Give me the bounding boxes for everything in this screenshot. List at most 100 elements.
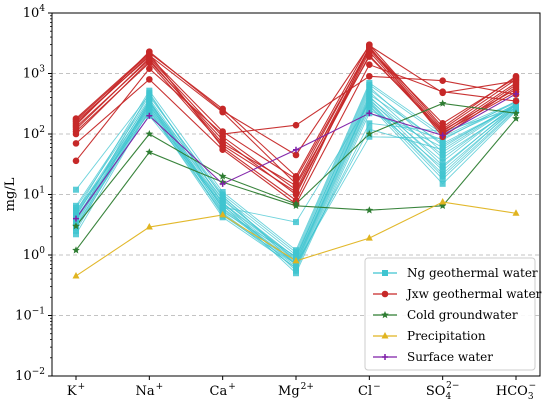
y-tick-label: 101	[23, 186, 45, 203]
data-point	[293, 146, 299, 153]
data-point	[146, 76, 153, 83]
data-point	[72, 157, 80, 165]
data-point	[292, 201, 300, 210]
data-point	[146, 99, 153, 106]
data-point	[72, 140, 80, 147]
data-point	[293, 270, 299, 277]
data-point	[72, 271, 80, 279]
data-point	[145, 148, 154, 156]
data-point	[73, 202, 79, 209]
data-point	[438, 201, 447, 210]
data-point	[439, 151, 446, 158]
data-point	[146, 89, 153, 96]
series-markers-jxw-geothermal-water	[72, 41, 520, 208]
legend-label: Cold groundwater	[407, 308, 518, 322]
data-point	[72, 121, 80, 129]
data-point	[292, 121, 300, 129]
data-point	[365, 130, 374, 138]
data-point	[439, 146, 446, 153]
data-point	[219, 142, 226, 149]
y-tick-label: 102	[23, 125, 45, 142]
data-point	[293, 262, 299, 269]
series-markers-precipitation	[72, 198, 520, 279]
data-point	[219, 180, 226, 187]
data-point	[512, 114, 520, 122]
x-tick-label: Na+	[135, 382, 163, 399]
data-point	[146, 93, 153, 100]
data-point	[72, 128, 80, 135]
data-point	[366, 72, 373, 80]
data-point	[292, 182, 300, 189]
data-point	[513, 90, 519, 97]
x-tick-label: HCO3−	[496, 381, 536, 402]
data-point	[219, 128, 226, 135]
data-point	[73, 227, 79, 234]
data-point	[146, 106, 153, 113]
data-point	[439, 164, 446, 171]
series-markers-surface-water	[73, 90, 519, 222]
data-point	[382, 354, 388, 360]
data-point	[366, 106, 373, 113]
legend-label: Jxw geothermal water	[405, 287, 542, 301]
y-tick-label: 103	[23, 65, 46, 82]
data-point	[365, 206, 374, 214]
data-point	[366, 133, 373, 140]
data-point	[146, 48, 153, 55]
data-point	[73, 231, 79, 238]
data-point	[439, 180, 446, 187]
x-axis-ticks: K+ Na+ Ca+ Mg2+ Cl− SO42− HCO3−	[67, 376, 536, 402]
data-point	[512, 97, 520, 105]
y-axis-ticks: 10−2 10−1 100 101 102 103 104	[15, 4, 52, 384]
data-point	[438, 99, 447, 107]
data-point	[366, 91, 373, 98]
data-point	[293, 219, 299, 226]
data-point	[512, 77, 520, 85]
x-tick-label: Ca+	[210, 382, 236, 399]
data-point	[219, 210, 227, 218]
data-point	[512, 109, 520, 117]
data-point	[293, 247, 299, 254]
data-point	[366, 86, 373, 93]
x-tick-label: SO42−	[426, 381, 460, 402]
data-point	[439, 155, 446, 162]
y-tick-label: 104	[23, 4, 46, 21]
legend: Ng geothermal water Jxw geothermal water C…	[364, 257, 542, 371]
x-tick-label: K+	[67, 382, 85, 399]
data-point	[439, 158, 446, 165]
y-tick-label: 10−2	[15, 367, 45, 384]
data-point	[366, 126, 373, 133]
data-point	[72, 222, 80, 230]
data-point	[381, 332, 389, 339]
data-point	[381, 311, 389, 319]
data-point	[366, 120, 373, 127]
data-point	[439, 176, 446, 183]
data-point	[219, 107, 226, 115]
data-point	[219, 188, 226, 195]
data-point	[218, 172, 227, 180]
data-point	[439, 89, 446, 97]
data-point	[512, 209, 520, 216]
legend-label: Ng geothermal water	[407, 266, 538, 280]
data-point	[146, 112, 153, 119]
data-point	[366, 79, 373, 86]
data-point	[366, 99, 373, 106]
data-point	[439, 77, 446, 85]
legend-box	[364, 257, 536, 371]
data-point	[72, 246, 80, 254]
data-markers	[72, 41, 520, 279]
y-tick-label: 10−1	[15, 307, 45, 324]
y-tick-label: 100	[23, 246, 46, 263]
data-point	[292, 256, 300, 264]
legend-label: Precipitation	[407, 329, 486, 343]
data-point	[366, 110, 373, 117]
data-point	[439, 198, 447, 205]
x-tick-label: Mg2+	[278, 382, 314, 399]
data-point	[439, 142, 446, 149]
data-point	[365, 234, 373, 241]
legend-label: Surface water	[407, 350, 493, 364]
data-point	[146, 59, 153, 67]
data-point	[219, 205, 226, 212]
data-point	[219, 192, 226, 199]
data-point	[219, 200, 226, 207]
